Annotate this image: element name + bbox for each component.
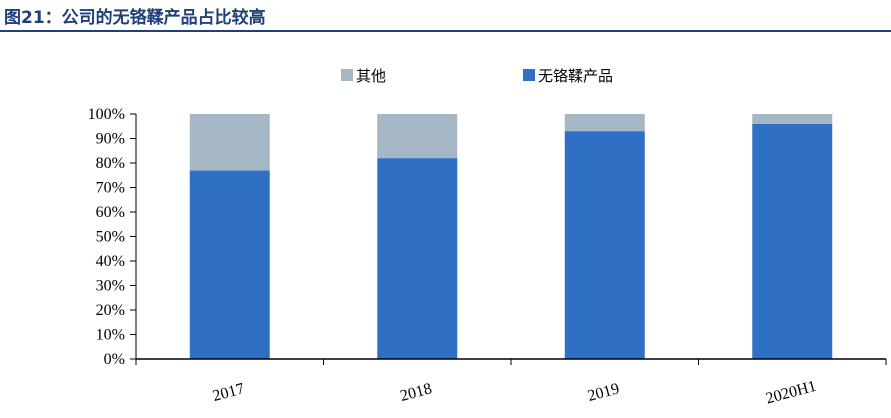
y-tick-label: 10% bbox=[96, 327, 125, 344]
y-tick-label: 0% bbox=[104, 351, 125, 368]
x-tick-label: 2018 bbox=[398, 380, 433, 405]
y-tick-label: 90% bbox=[96, 131, 125, 148]
y-tick-label: 20% bbox=[96, 302, 125, 319]
y-tick-label: 70% bbox=[96, 180, 125, 197]
x-axis: 2017 2018 2019 2020H1 bbox=[135, 358, 887, 408]
title-rule bbox=[0, 30, 891, 32]
y-tick-label: 80% bbox=[96, 155, 125, 172]
bars bbox=[189, 114, 833, 359]
bar-segment bbox=[189, 170, 270, 359]
bar-segment bbox=[377, 114, 458, 159]
legend-swatch bbox=[523, 69, 535, 81]
bar-segment bbox=[564, 131, 645, 359]
legend-label: 无铬鞣产品 bbox=[538, 67, 613, 85]
bar-segment bbox=[752, 114, 833, 124]
y-tick-label: 60% bbox=[96, 204, 125, 221]
y-tick-label: 30% bbox=[96, 278, 125, 295]
x-tick-label: 2020H1 bbox=[764, 378, 818, 408]
bar-segment bbox=[189, 114, 270, 171]
bar-segment bbox=[377, 158, 458, 359]
x-tick-label: 2017 bbox=[211, 380, 246, 405]
figure-title: 图21：公司的无铬鞣产品占比较高 bbox=[4, 8, 266, 28]
legend-swatch bbox=[341, 69, 353, 81]
x-tick-label: 2019 bbox=[586, 380, 621, 405]
bar-segment bbox=[564, 114, 645, 132]
y-tick-label: 100% bbox=[88, 106, 125, 123]
y-tick-label: 50% bbox=[96, 229, 125, 246]
y-axis: 0% 10% 20% 30% 40% 50% 60% 70% 80% 90% 100% bbox=[88, 106, 137, 368]
legend-label: 其他 bbox=[356, 67, 386, 85]
y-tick-label: 40% bbox=[96, 253, 125, 270]
legend: 其他 无铬鞣产品 bbox=[341, 67, 613, 85]
bar-segment bbox=[752, 123, 833, 359]
